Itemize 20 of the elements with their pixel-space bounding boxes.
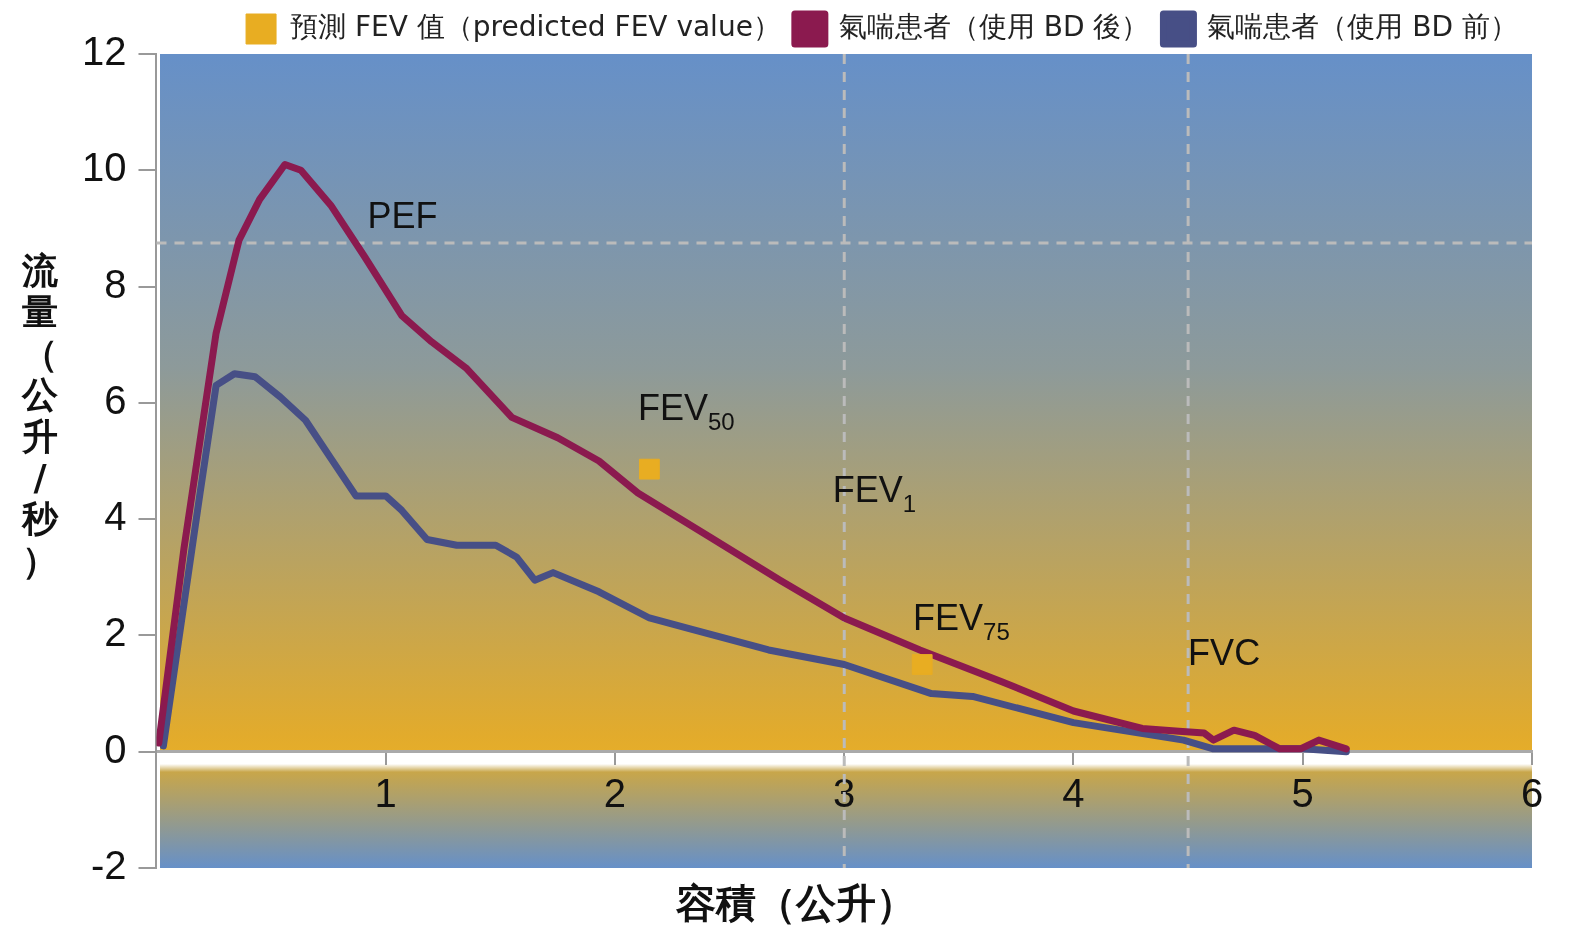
- y-tick-label: 6: [104, 377, 127, 422]
- y-axis-title: 流量（公升/秒）: [20, 250, 60, 582]
- legend-label: 氣喘患者（使用 BD 前）: [1207, 10, 1519, 44]
- x-tick-label: 4: [1062, 770, 1085, 815]
- y-tick-label: 0: [104, 726, 127, 771]
- x-tick-label: 2: [603, 770, 627, 815]
- y-tick-label: 2: [104, 610, 127, 655]
- x-axis-title: 容積（公升）: [676, 880, 916, 926]
- y-tick-label: -2: [90, 843, 127, 888]
- y-tick-label: 8: [104, 261, 127, 306]
- x-tick-label: 1: [374, 770, 397, 815]
- legend-label: 預測 FEV 值（predicted FEV value）: [290, 10, 781, 44]
- annotation: PEF: [367, 195, 438, 237]
- y-tick-label: 4: [104, 494, 127, 539]
- legend-label: 氣喘患者（使用 BD 後）: [838, 10, 1150, 44]
- y-tick-label: 10: [81, 145, 127, 190]
- annotation: FVC: [1188, 631, 1261, 673]
- x-tick-label: 5: [1291, 770, 1314, 815]
- x-tick-label: 3: [833, 770, 856, 815]
- y-tick-label: 12: [81, 29, 127, 74]
